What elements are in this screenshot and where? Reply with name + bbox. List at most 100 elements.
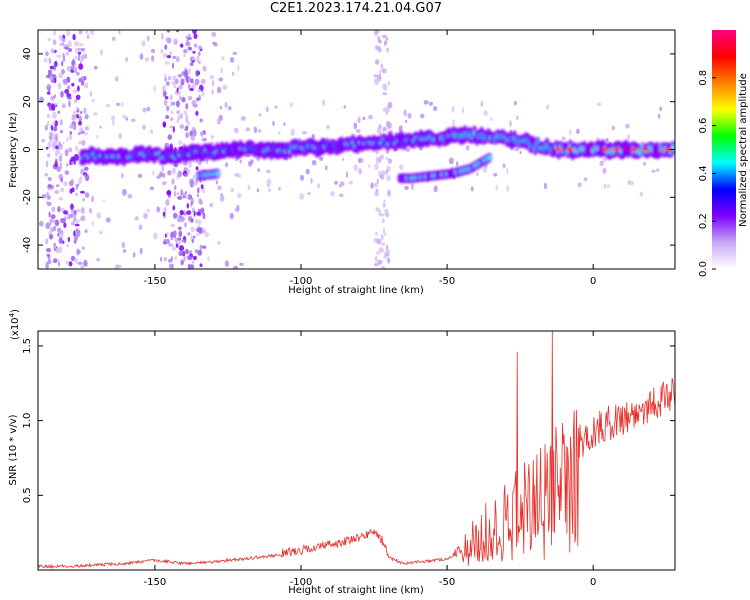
colorbar-ticks: 0.0 0.2 0.4 0.6 0.8 (698, 70, 716, 277)
spectrogram-scatter (38, 30, 663, 269)
streak-dot (166, 55, 171, 59)
scatter-dot (130, 118, 136, 123)
scatter-dot (139, 247, 143, 255)
streak-dot (173, 84, 177, 89)
scatter-dot (283, 122, 286, 127)
scatter-dot (115, 264, 119, 269)
streak-dot (185, 113, 188, 119)
streak-dot (381, 242, 386, 246)
streak-dot (187, 194, 193, 200)
streak-dot (58, 72, 64, 79)
spectrogram-panel: -150 -100 -50 0 -40 -20 0 20 40 Height of strai… (8, 29, 676, 296)
scatter-dot (355, 129, 361, 133)
streak-dot (375, 207, 380, 212)
scatter-dot (561, 136, 566, 140)
scatter-dot (375, 156, 379, 164)
scatter-dot (192, 174, 195, 181)
streak-dot (66, 65, 71, 72)
streak-dot (167, 170, 172, 176)
streak-dot (374, 59, 380, 65)
streak-dot (74, 258, 78, 264)
streak-dot (55, 184, 60, 188)
streak-dot (386, 175, 391, 182)
streak-dot (71, 221, 75, 226)
scatter-dot (311, 134, 315, 139)
scatter-dot (253, 126, 258, 134)
y-tick-label: 40 (22, 48, 33, 61)
streak-dot (378, 74, 382, 79)
streak-dot (73, 235, 79, 241)
streak-dot (181, 71, 185, 76)
streak-dot (57, 110, 60, 115)
streak-dot (46, 247, 51, 253)
scatter-dot (105, 103, 111, 108)
scatter-dot (651, 169, 656, 173)
streak-dot (83, 82, 89, 89)
streak-dot (45, 146, 49, 150)
scatter-dot (105, 217, 111, 223)
streak-dot (82, 198, 86, 202)
spectrogram-y-ticks: -40 -20 0 20 40 (22, 48, 675, 253)
streak-dot (190, 218, 194, 223)
streak-dot (376, 178, 379, 185)
streak-dot (63, 181, 68, 187)
scatter-dot (202, 65, 207, 72)
scatter-dot (39, 220, 44, 227)
streak-dot (383, 199, 386, 204)
scatter-dot (234, 207, 240, 213)
scatter-dot (358, 157, 362, 164)
streak-dot (66, 30, 71, 37)
scatter-dot (125, 117, 128, 121)
streak-dot (84, 192, 90, 198)
ridge-hotspot (630, 147, 638, 152)
streak-dot (166, 105, 170, 112)
scatter-dot (307, 192, 311, 196)
streak-dot (76, 208, 81, 213)
scatter-dot (245, 127, 250, 132)
scatter-dot (316, 183, 321, 189)
streak-dot (172, 230, 177, 237)
streak-dot (380, 233, 384, 241)
scatter-dot (211, 89, 214, 95)
ridge-secondary-core (215, 171, 220, 176)
scatter-dot (432, 106, 438, 111)
streak-dot (75, 55, 78, 60)
streak-dot (183, 53, 186, 58)
streak-dot (165, 199, 170, 206)
scatter-dot (89, 30, 95, 36)
scatter-dot (506, 185, 510, 192)
streak-dot (45, 222, 51, 230)
scatter-dot (41, 194, 47, 199)
scatter-dot (456, 161, 459, 167)
streak-dot (63, 210, 69, 215)
streak-dot (46, 91, 51, 95)
streak-dot (201, 137, 207, 142)
scatter-dot (272, 120, 275, 127)
streak-dot (184, 173, 188, 177)
streak-dot (58, 237, 63, 244)
streak-dot (374, 191, 379, 197)
streak-dot (375, 150, 380, 155)
streak-dot (169, 117, 174, 121)
streak-dot (81, 246, 86, 251)
scatter-dot (212, 79, 215, 87)
streak-dot (46, 120, 50, 127)
scatter-dot (236, 128, 239, 134)
scatter-dot (274, 105, 278, 109)
streak-dot (67, 236, 71, 243)
streak-dot (50, 48, 55, 54)
streak-dot (200, 207, 205, 214)
streak-dot (177, 237, 182, 241)
streak-dot (55, 158, 58, 164)
snr-y-multiplier: (x104) (8, 309, 21, 340)
scatter-dot (58, 196, 64, 201)
scatter-dot (607, 184, 611, 189)
streak-dot (51, 124, 53, 132)
scatter-dot (629, 180, 634, 186)
streak-dot (60, 217, 66, 224)
streak-dot (176, 240, 182, 245)
scatter-dot (149, 186, 154, 191)
scatter-dot (451, 106, 455, 113)
streak-dot (174, 185, 177, 191)
